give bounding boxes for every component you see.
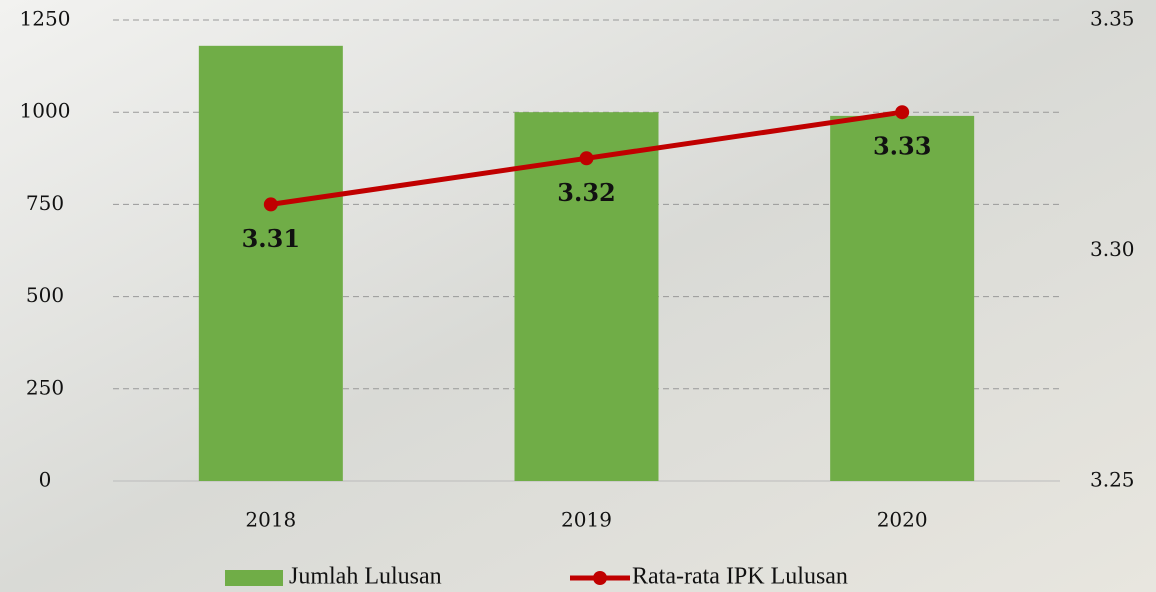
line-point [895, 105, 909, 119]
legend-label: Jumlah Lulusan [289, 564, 442, 590]
bar [830, 116, 974, 481]
y-tick-label: 1250 [20, 7, 71, 31]
legend-label: Rata-rata IPK Lulusan [632, 564, 848, 590]
y2-tick-label: 3.35 [1090, 7, 1135, 31]
y-tick-label: 250 [26, 375, 64, 399]
x-tick-label: 2020 [877, 508, 928, 532]
y2-tick-label: 3.25 [1090, 468, 1135, 492]
value-label: 3.32 [557, 178, 615, 207]
line-point [264, 197, 278, 211]
x-tick-label: 2019 [561, 508, 612, 532]
line-point [580, 151, 594, 165]
x-tick-label: 2018 [245, 508, 296, 532]
page: 0 250 500 750 1000 1250 3.25 3.30 3.35 2018 2019 20… [0, 0, 1156, 592]
bar [199, 46, 343, 481]
y-tick-label: 0 [39, 468, 52, 492]
y-tick-label: 500 [26, 283, 64, 307]
value-label: 3.33 [873, 132, 931, 161]
legend-swatch [593, 571, 607, 585]
y-tick-label: 750 [26, 191, 64, 215]
y-tick-label: 1000 [20, 99, 71, 123]
value-label: 3.31 [242, 224, 300, 253]
chart: 0 250 500 750 1000 1250 3.25 3.30 3.35 2018 2019 20… [0, 0, 1156, 592]
y2-tick-label: 3.30 [1090, 237, 1135, 261]
legend-swatch [225, 570, 283, 586]
